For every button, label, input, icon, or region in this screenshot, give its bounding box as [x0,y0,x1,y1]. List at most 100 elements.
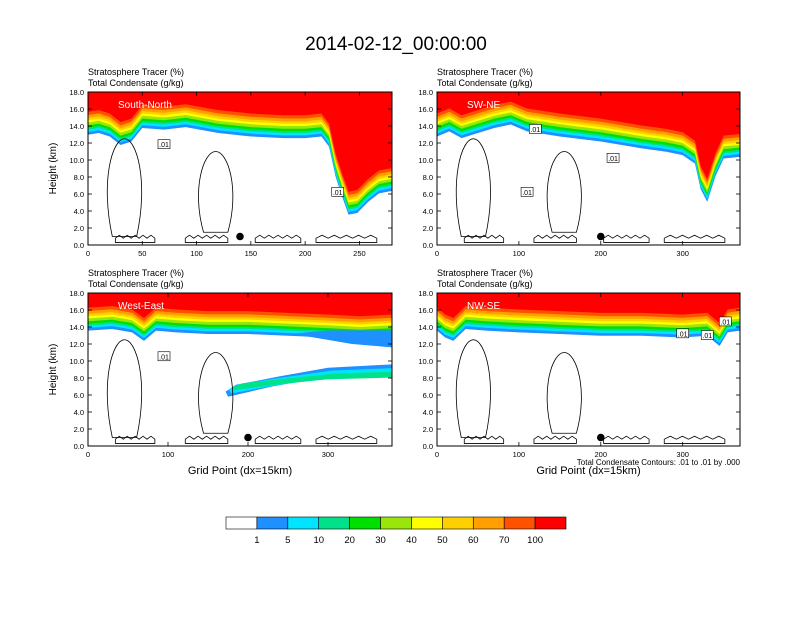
colorbar-swatch [411,516,443,530]
x-tick-label: 300 [676,450,689,459]
contour-boundary-layer [463,234,505,243]
contour-boundary-layer [533,435,577,444]
y-tick-label: 14.0 [418,122,433,131]
tracer-band-10 [88,92,392,192]
colorbar-label: 10 [313,535,324,546]
y-tick-label: 18.0 [418,289,433,298]
contour-tower [455,339,491,438]
y-tick-label: 14.0 [69,323,84,332]
y-tick-label: 18.0 [69,88,84,97]
contour-label: .01 [157,139,171,149]
x-tick-label: 250 [353,249,366,258]
y-tick-label: 10.0 [418,357,433,366]
colorbar-swatch [225,516,258,530]
x-tick-label: 0 [435,249,439,258]
panel-field-subtitle: Total Condensate (g/kg) [437,78,533,88]
colorbar-label: 5 [285,535,290,546]
y-tick-label: 8.0 [423,374,433,383]
tracer-band-10 [88,293,392,318]
x-tick-label: 50 [138,249,146,258]
svg-text:.01: .01 [333,190,343,197]
svg-text:.01: .01 [530,127,540,134]
tracer-band-10 [437,293,740,324]
x-tick-label: 300 [322,450,335,459]
contour-label: .01 [676,328,689,338]
page-title: 2014-02-12_00:00:00 [305,34,487,55]
tracer-band-10 [437,92,740,179]
y-tick-label: 12.0 [418,139,433,148]
x-tick-label: 200 [595,450,608,459]
y-axis-label: Height (km) [48,344,59,396]
cross-section-marker [244,433,252,442]
contour-label: .01 [520,187,534,197]
x-tick-label: 100 [513,450,526,459]
y-tick-label: 0.0 [74,241,84,250]
y-tick-label: 10.0 [69,156,84,165]
y-tick-label: 14.0 [418,323,433,332]
contour-label: .01 [606,153,620,163]
contour-label: .01 [528,124,542,134]
tracer-fill [437,92,740,202]
x-axis-label: Grid Point (dx=15km) [188,465,292,477]
y-tick-label: 16.0 [418,306,433,315]
y-tick-label: 2.0 [423,224,433,233]
colorbar-swatch [380,516,412,530]
contour-tower [546,352,582,434]
plot-frame [87,292,393,447]
panel-field-title: Stratosphere Tracer (%) [88,268,184,278]
condensate-contours [106,138,378,243]
panel-south-north: .01 .01 0.0 2.0 4.0 6.0 8.0 10.0 12.0 14.0 16.0 18.… [48,67,393,258]
y-tick-label: 8.0 [74,374,84,383]
x-axis-label: Grid Point (dx=15km) [536,465,640,477]
y-tick-label: 4.0 [74,408,84,417]
svg-text:.01: .01 [159,354,169,361]
y-tick-label: 6.0 [74,391,84,400]
panel-field-title: Stratosphere Tracer (%) [437,268,533,278]
tracer-fill [88,293,392,397]
y-tick-label: 18.0 [418,88,433,97]
panel-field-subtitle: Total Condensate (g/kg) [88,279,184,289]
contour-footnote: Total Condensate Contours: .01 to .01 by… [577,458,741,467]
contour-label: .01 [331,187,345,197]
colorbar-swatch [256,516,289,530]
contour-boundary-layer [184,435,229,444]
panels-group: .01 .01 0.0 2.0 4.0 6.0 8.0 10.0 12.0 14.0 16.0 18.… [48,67,741,477]
panel-field-subtitle: Total Condensate (g/kg) [437,279,533,289]
x-tick-label: 0 [86,249,90,258]
colorbar-label: 40 [406,535,417,546]
plot-frame [436,292,741,447]
colorbar-swatch [503,516,536,530]
contour-boundary-layer [315,435,378,444]
cross-section-marker [236,232,244,241]
contour-boundary-layer [663,435,726,444]
y-tick-label: 8.0 [74,173,84,182]
contour-tower [455,138,491,237]
panel-sw-ne: .01 .01 .01 0.0 2.0 4.0 6.0 8.0 10.0 12.0 14.0 16.0… [418,67,741,258]
y-tick-label: 4.0 [423,207,433,216]
y-tick-label: 12.0 [418,340,433,349]
colorbar: 1 5 10 20 30 40 50 60 70 100 [225,516,567,546]
y-tick-label: 14.0 [69,122,84,131]
colorbar-swatch [287,516,320,530]
y-tick-label: 2.0 [74,425,84,434]
y-tick-label: 16.0 [69,105,84,114]
colorbar-label: 50 [437,535,448,546]
contour-label: .01 [700,330,714,340]
y-tick-label: 16.0 [418,105,433,114]
panel-field-title: Stratosphere Tracer (%) [88,67,184,77]
svg-text:.01: .01 [678,331,688,338]
contour-tower [546,151,582,233]
panel-label: South-North [118,100,172,111]
y-tick-label: 16.0 [69,306,84,315]
panel-field-subtitle: Total Condensate (g/kg) [88,78,184,88]
y-tick-label: 2.0 [423,425,433,434]
contour-boundary-layer [254,234,302,243]
contour-boundary-layer [463,435,505,444]
panel-label: NW-SE [467,301,500,312]
svg-text:.01: .01 [720,319,730,326]
cross-section-marker [596,433,605,442]
contour-boundary-layer [603,435,650,444]
plot-frame [87,91,393,246]
x-tick-label: 300 [676,249,689,258]
